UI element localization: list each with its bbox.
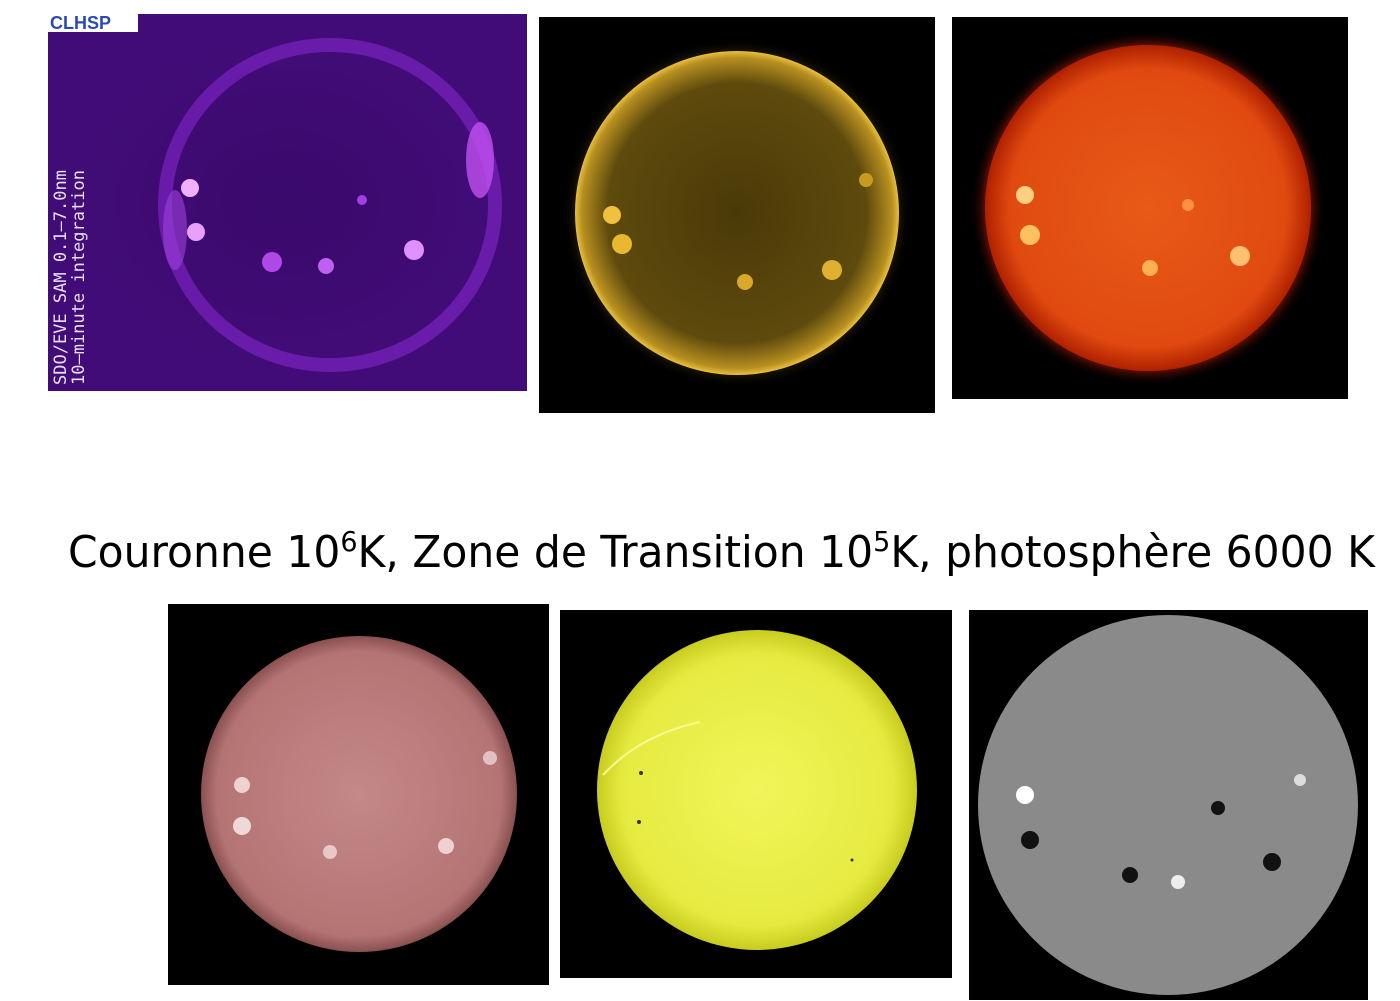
logo: CLHSP	[50, 13, 111, 33]
instrument-label: SDO/EVE SAM 0.1–7.0nm	[51, 170, 71, 385]
gold-sun-image	[539, 17, 935, 413]
pink-sun-image	[168, 604, 549, 985]
caption-text: Couronne 10	[68, 527, 340, 578]
caption-superscript: 5	[873, 525, 890, 558]
red-sun-image	[952, 17, 1348, 399]
caption-superscript: 6	[340, 525, 357, 558]
caption-text: K, photosphère 6000 K	[890, 527, 1376, 578]
purple-sun-image: CLHSP SDO/EVE SAM 0.1–7.0nm 10–minute in…	[48, 13, 527, 391]
caption: Couronne 106K, Zone de Transition 105K, …	[68, 525, 1376, 578]
instrument-label: 10–minute integration	[69, 170, 89, 385]
gray-sun-image	[969, 610, 1368, 1000]
caption-text: K, Zone de Transition 10	[358, 527, 874, 578]
yellow-sun-image	[560, 610, 952, 978]
